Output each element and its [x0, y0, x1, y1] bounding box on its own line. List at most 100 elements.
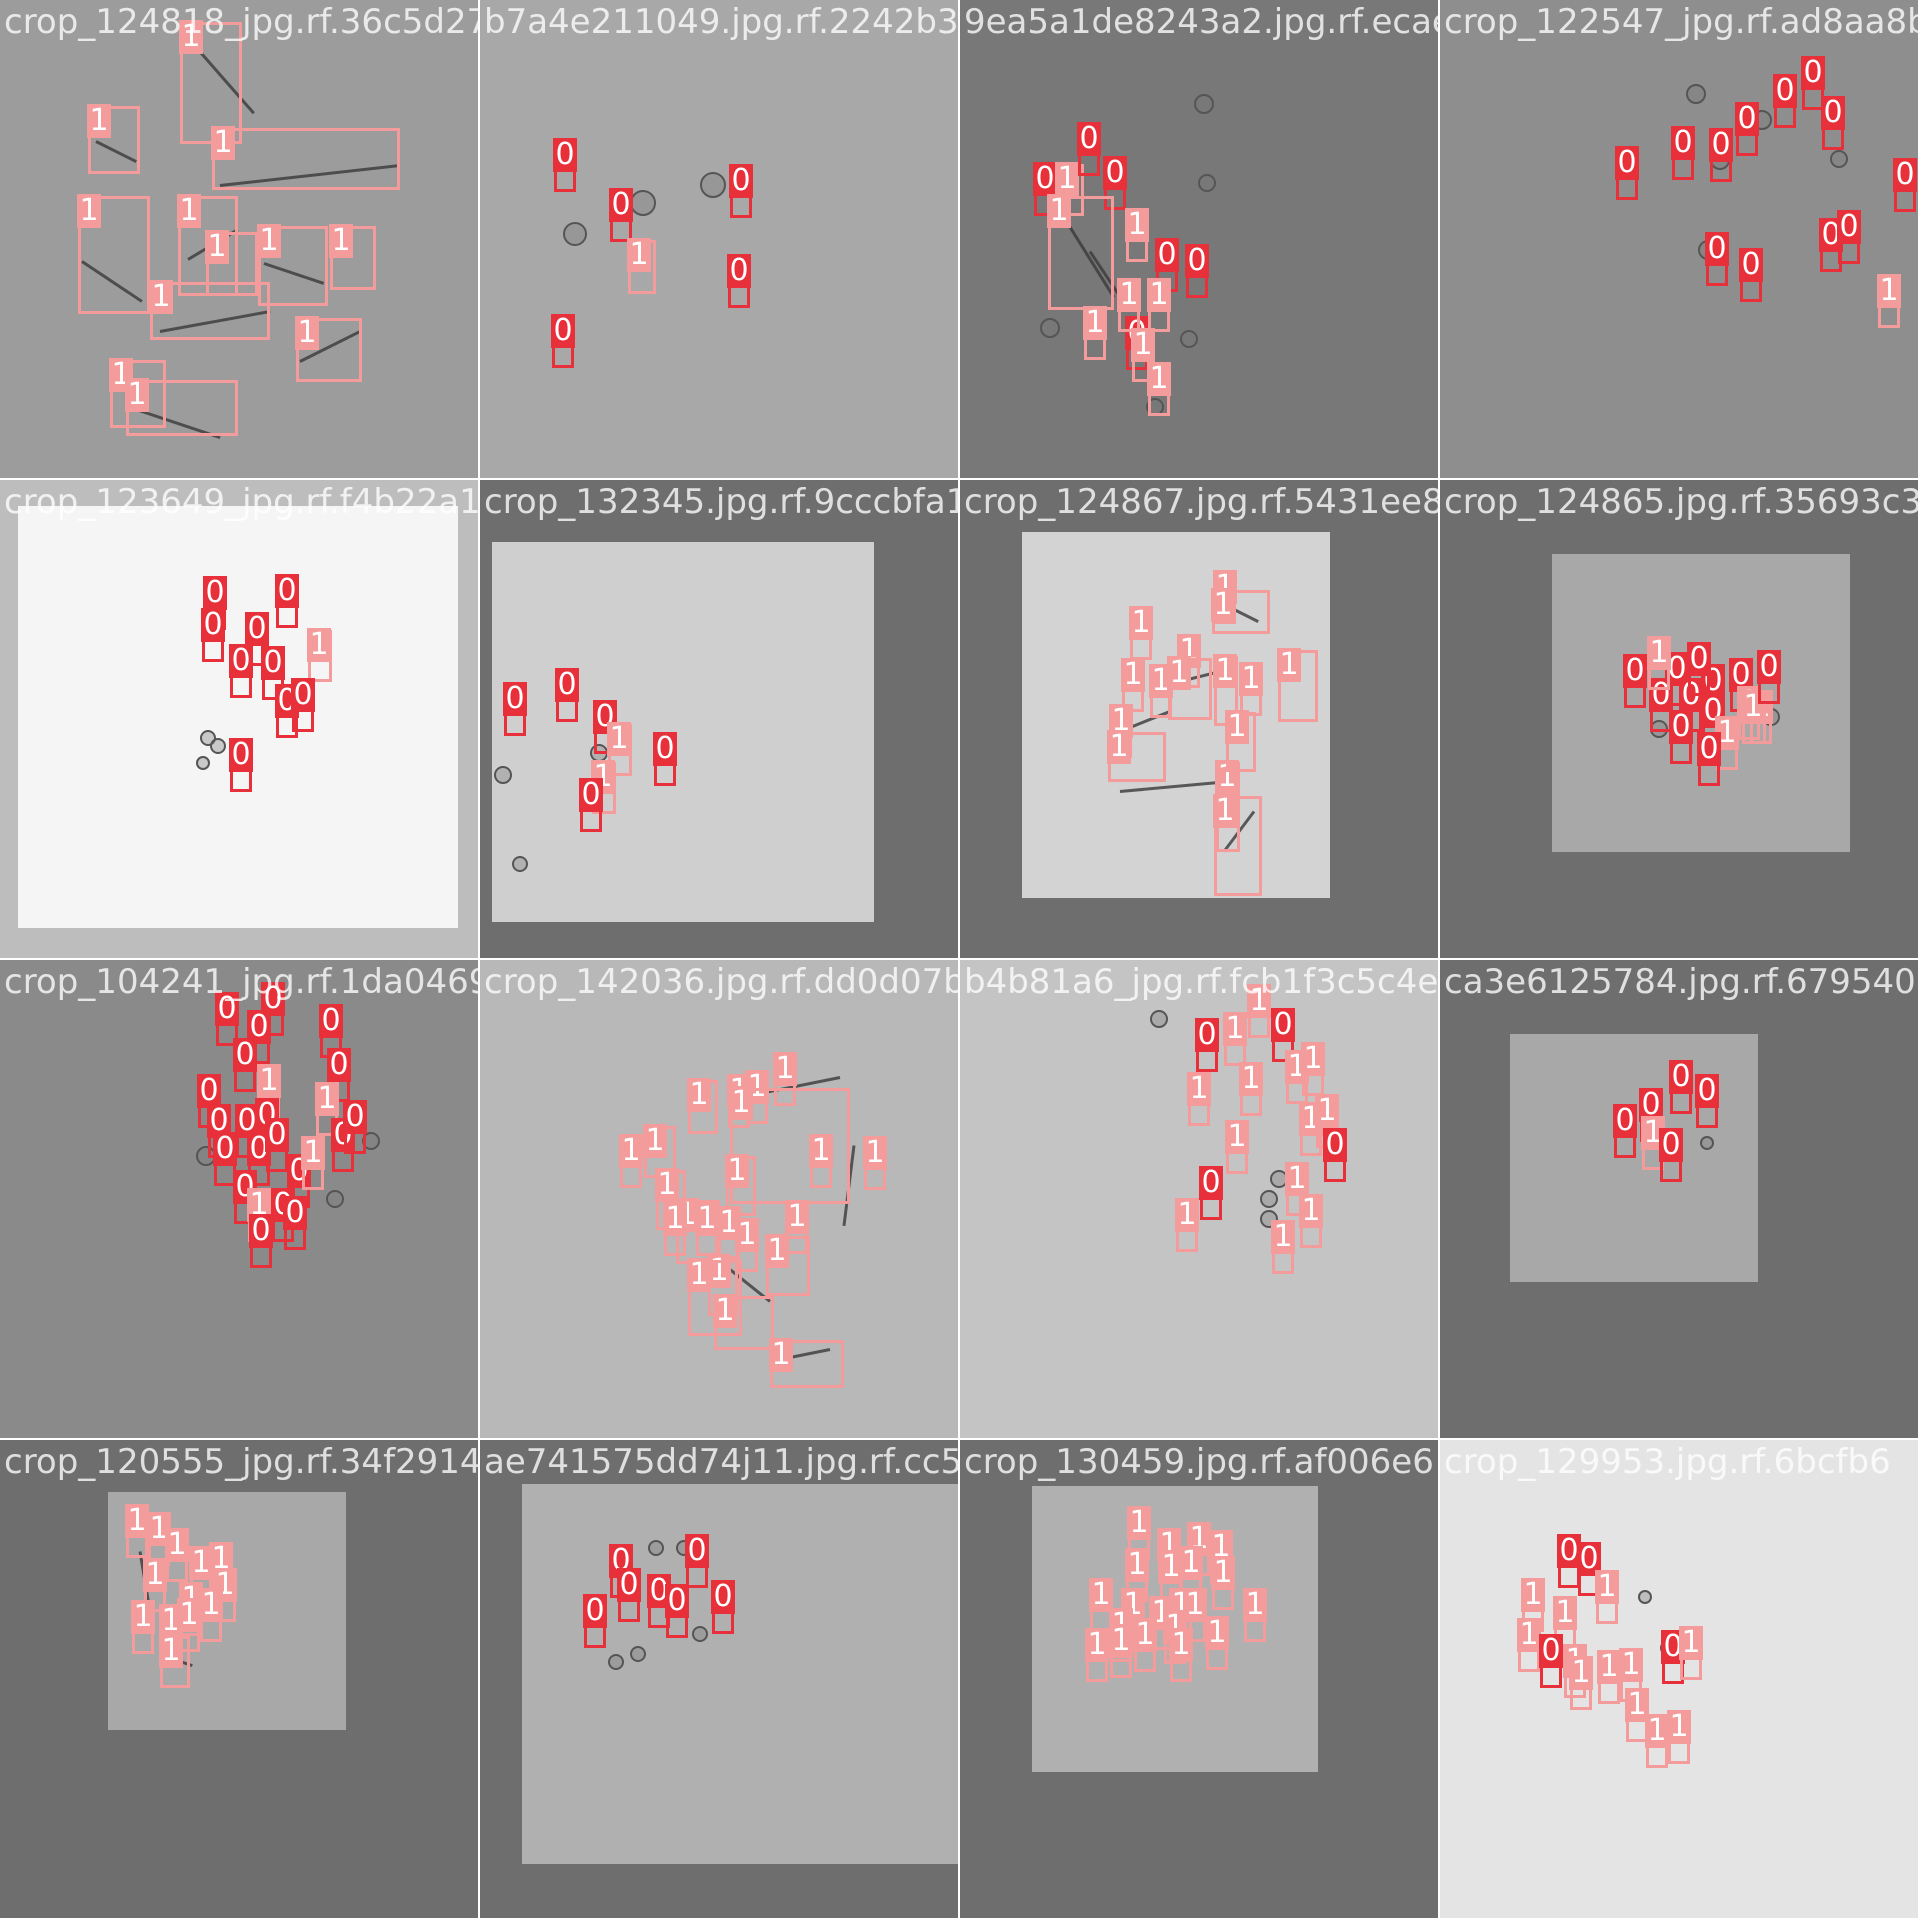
class-label: 1 — [1109, 1624, 1133, 1658]
class-label: 1 — [257, 1064, 281, 1098]
class-label: 1 — [725, 1154, 749, 1188]
class-label: 0 — [1613, 1104, 1637, 1138]
class-label: 1 — [77, 194, 101, 228]
class-label: 0 — [1695, 1074, 1719, 1108]
class-label: 0 — [1697, 732, 1721, 766]
class-label: 1 — [301, 1136, 325, 1170]
image-tile: 0000001000crop_123649_jpg.rf.f4b22a152e1… — [0, 480, 478, 958]
class-label: 0 — [1757, 650, 1781, 684]
class-label: 0 — [203, 576, 227, 610]
class-label: 0 — [261, 646, 285, 680]
tile-filename: crop_122547_jpg.rf.ad8aa8b — [1444, 2, 1918, 42]
image-tile: 0000000110011001crop_124865.jpg.rf.35693… — [1440, 480, 1918, 958]
class-label: 0 — [503, 682, 527, 716]
class-label: 1 — [159, 1634, 183, 1668]
image-tile: 001000b7a4e211049.jpg.rf.2242b33aa5a1de8… — [480, 0, 958, 478]
class-label: 1 — [765, 1234, 789, 1268]
class-label: 1 — [307, 628, 331, 662]
class-label: 1 — [735, 1218, 759, 1252]
class-label: 1 — [1619, 1648, 1643, 1682]
tile-filename: crop_124865.jpg.rf.35693c3 — [1444, 482, 1918, 522]
class-label: 0 — [1709, 128, 1733, 162]
class-label: 0 — [1773, 74, 1797, 108]
class-label: 0 — [555, 668, 579, 702]
cell-blob — [1194, 94, 1214, 114]
cell-blob — [692, 1626, 708, 1642]
class-label: 0 — [685, 1534, 709, 1568]
class-label: 0 — [665, 1584, 689, 1618]
class-label: 1 — [1089, 1578, 1113, 1612]
class-label: 1 — [1277, 648, 1301, 682]
tile-filename: b7a4e211049.jpg.rf.2242b33aa5a1de8243a2 — [484, 2, 958, 42]
class-label: 0 — [1669, 710, 1693, 744]
class-label: 1 — [1131, 328, 1155, 362]
class-label: 1 — [1147, 362, 1171, 396]
class-label: 1 — [177, 194, 201, 228]
tile-filename: crop_124818_jpg.rf.36c5d27b7a4e211049e03 — [4, 2, 478, 42]
class-label: 1 — [329, 224, 353, 258]
class-label: 0 — [249, 1214, 273, 1248]
class-label: 1 — [205, 230, 229, 264]
cell-blob — [1150, 1010, 1168, 1028]
class-label: 1 — [687, 1258, 711, 1292]
class-label: 0 — [609, 188, 633, 222]
class-label: 1 — [1597, 1650, 1621, 1684]
image-tile: 111111111111111111111crop_130459.jpg.rf.… — [960, 1440, 1438, 1918]
class-label: 1 — [1083, 306, 1107, 340]
image-tile: 0000000ae741575dd74j11.jpg.rf.cc5b699b2c… — [480, 1440, 958, 1918]
class-label: 1 — [1121, 658, 1145, 692]
class-label: 0 — [1659, 1128, 1683, 1162]
cell-blob — [1180, 330, 1198, 348]
class-label: 0 — [1077, 122, 1101, 156]
class-label: 1 — [769, 1338, 793, 1372]
class-label: 0 — [553, 138, 577, 172]
class-label: 0 — [1801, 56, 1825, 90]
class-label: 0 — [729, 164, 753, 198]
class-label: 1 — [1223, 1012, 1247, 1046]
class-label: 1 — [1125, 208, 1149, 242]
class-label: 1 — [149, 280, 173, 314]
class-label: 1 — [1213, 794, 1237, 828]
class-label: 0 — [1103, 156, 1127, 190]
class-label: 1 — [199, 1588, 223, 1622]
image-tile: 1111111111111111111111crop_142036.jpg.rf… — [480, 960, 958, 1438]
class-label: 1 — [177, 1598, 201, 1632]
class-label: 0 — [343, 1100, 367, 1134]
image-tile: 0 1 1 0 1 1 1 1 1 1 1 0 0 1 1 1 1 b4b81a6_jpg.rf.fcb1f3c5… — [960, 960, 1438, 1438]
image-tile: 1111111111111crop_120555_jpg.rf.34f2914a… — [0, 1440, 478, 1918]
class-label: 1 — [1667, 1710, 1691, 1744]
tile-filename: crop_124867.jpg.rf.5431ee8df43a6271a5166 — [964, 482, 1438, 522]
class-label: 1 — [1271, 1220, 1295, 1254]
image-tile: 010011001011119ea5a1de8243a2.jpg.rf.ecae… — [960, 0, 1438, 478]
class-label: 1 — [1167, 656, 1191, 690]
class-label: 0 — [1323, 1128, 1347, 1162]
class-label: 1 — [1205, 1616, 1229, 1650]
tile-filename: crop_123649_jpg.rf.f4b22a152e1482045325 — [4, 482, 478, 522]
class-label: 1 — [1133, 1618, 1157, 1652]
class-label: 0 — [1033, 162, 1057, 196]
class-label: 1 — [1247, 984, 1271, 1018]
class-label: 1 — [1299, 1194, 1323, 1228]
class-label: 0 — [213, 1132, 237, 1166]
class-label: 1 — [1553, 1596, 1577, 1630]
image-tile: 0 0 0 1 0 0 ca3e6125784.jpg.rf.6795406 — [1440, 960, 1918, 1438]
tile-filename: b4b81a6_jpg.rf.fcb1f3c5c4e — [964, 962, 1438, 1002]
cell-blob — [210, 738, 226, 754]
class-label: 1 — [1301, 1042, 1325, 1076]
detection-box — [206, 232, 258, 296]
image-tile: 111111111111crop_124818_jpg.rf.36c5d27b7… — [0, 0, 478, 478]
class-label: 0 — [1669, 1060, 1693, 1094]
cell-blob — [563, 222, 587, 246]
class-label: 0 — [1687, 642, 1711, 676]
class-label: 1 — [125, 1504, 149, 1538]
cell-blob — [630, 1646, 646, 1662]
class-label: 1 — [1521, 1578, 1545, 1612]
tile-filename: crop_130459.jpg.rf.af006e6 — [964, 1442, 1434, 1482]
class-label: 0 — [275, 574, 299, 608]
microscope-field — [492, 542, 874, 922]
class-label: 1 — [785, 1200, 809, 1234]
class-label: 0 — [617, 1568, 641, 1602]
microscope-field — [1510, 1034, 1758, 1282]
cell-blob — [1700, 1136, 1714, 1150]
class-label: 0 — [653, 732, 677, 766]
